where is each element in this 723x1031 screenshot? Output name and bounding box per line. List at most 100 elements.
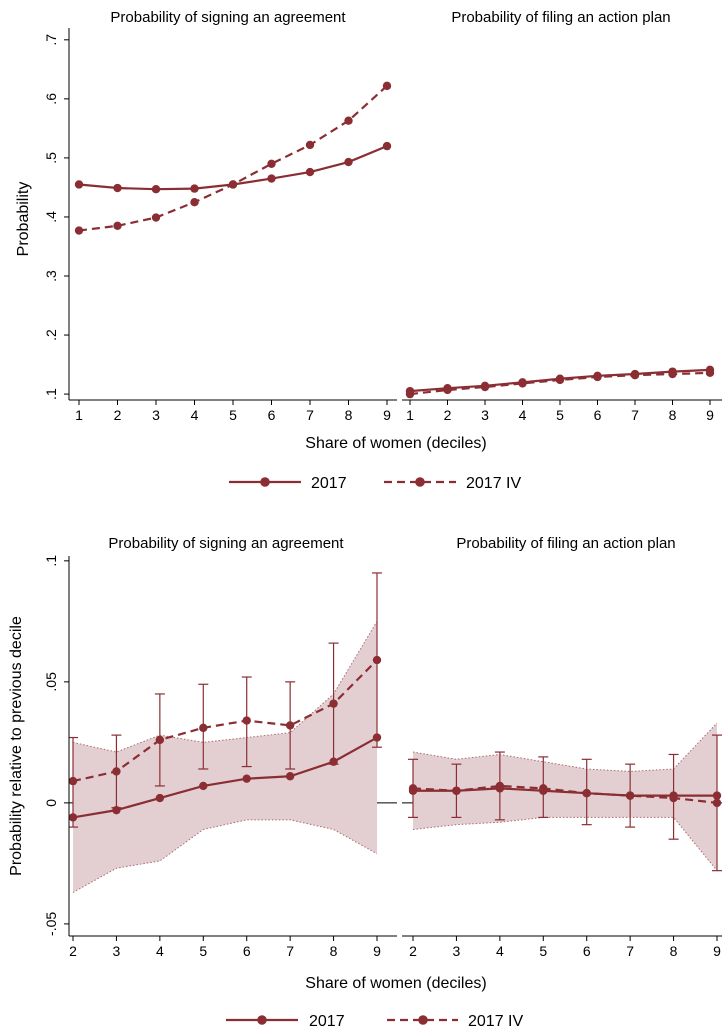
point-2017 (712, 791, 722, 800)
x-tick-label: 3 (152, 407, 160, 423)
panel-title: Probability of filing an action plan (451, 9, 670, 26)
x-tick-label: 8 (345, 407, 353, 423)
x-axis-label: Share of women (deciles) (305, 975, 486, 992)
point-2017-iv (228, 180, 238, 189)
point-2017-iv (329, 699, 338, 708)
legend-label: 2017 IV (468, 1013, 523, 1030)
top-figure: Probability of signing an agreement 1 2 3 4… (15, 9, 722, 492)
point-2017-iv (480, 382, 490, 392)
legend-item-2017-iv: 2017 IV (387, 1013, 523, 1030)
point-2017-iv (113, 221, 122, 231)
point-2017-iv (405, 389, 415, 399)
point-2017-iv (242, 716, 251, 725)
point-2017 (190, 184, 199, 193)
x-tick-label: 6 (583, 943, 591, 959)
point-2017 (305, 167, 315, 177)
panel-title: Probability of filing an action plan (456, 535, 675, 552)
y-tick-label: .2 (43, 329, 59, 341)
y-axis-label: Probability (15, 182, 32, 257)
x-tick-label: 7 (631, 407, 639, 423)
x-tick-label: 6 (268, 407, 276, 423)
point-2017-iv (155, 735, 165, 745)
x-tick-label: 1 (406, 407, 414, 423)
y-tick-label: .4 (43, 211, 59, 223)
x-axis-label: Share of women (deciles) (305, 435, 486, 452)
x-tick-label: 2 (114, 407, 122, 423)
y-tick-label: .7 (43, 34, 59, 46)
x-tick-label: 7 (286, 943, 294, 959)
panel-top-right: Probability of filing an action plan 1 2 3… (402, 9, 722, 423)
x-tick-label: 3 (453, 943, 461, 959)
point-2017-iv (539, 784, 548, 793)
legend-label: 2017 IV (466, 475, 521, 492)
ci-band-2017 (73, 621, 377, 893)
series-line-2017 (72, 736, 378, 819)
point-2017-iv (112, 767, 121, 776)
point-2017-iv (582, 788, 591, 798)
point-2017 (155, 793, 165, 803)
point-2017-iv (74, 226, 84, 235)
y-tick-label: .6 (43, 93, 59, 105)
point-2017-iv (68, 776, 78, 786)
panel-title: Probability of signing an agreement (110, 9, 346, 26)
x-tick-label: 9 (373, 943, 381, 959)
x-tick-label: 5 (556, 407, 564, 423)
x-tick-label: 2 (444, 407, 452, 423)
point-2017-iv (408, 784, 418, 793)
point-2017-iv (372, 655, 382, 665)
y-tick-label: 0 (43, 799, 59, 807)
point-2017-iv (518, 379, 527, 388)
legend-marker (418, 1015, 428, 1025)
point-2017 (68, 813, 78, 822)
y-tick-label: .5 (43, 152, 59, 164)
point-2017 (112, 805, 121, 815)
x-tick-label: 4 (191, 407, 199, 423)
legend-marker (415, 477, 425, 487)
point-2017-iv (190, 197, 199, 207)
y-tick-label: .1 (43, 388, 59, 400)
point-2017 (382, 141, 392, 151)
panel-bottom-right: Probability of filing an action plan 2 3 4… (402, 535, 722, 959)
y-tick-label: .3 (43, 270, 59, 282)
point-2017-iv (630, 371, 640, 380)
x-tick-label: 6 (243, 943, 251, 959)
series-line-2017 (413, 787, 717, 797)
y-tick-label: -.05 (43, 912, 59, 936)
point-2017-iv (199, 723, 208, 733)
point-2017-iv (344, 116, 353, 125)
legend: 2017 2017 IV (229, 475, 521, 492)
x-tick-label: 2 (69, 943, 77, 959)
bottom-figure: Probability of signing an agreement 2 3 4 5… (8, 535, 722, 1030)
x-tick-label: 3 (481, 407, 489, 423)
point-2017 (372, 733, 382, 742)
point-2017 (285, 772, 295, 781)
point-2017-iv (668, 369, 677, 379)
point-2017-iv (705, 368, 715, 378)
ci-band-lower-edge (72, 819, 378, 893)
point-2017-iv (305, 140, 315, 150)
x-tick-label: 8 (670, 943, 678, 959)
point-2017 (329, 757, 338, 766)
x-tick-label: 9 (383, 407, 391, 423)
point-2017-iv (382, 81, 392, 91)
x-tick-label: 7 (626, 943, 634, 959)
ci-band-2017 (413, 723, 717, 871)
point-2017-iv (267, 159, 276, 169)
x-tick-label: 4 (156, 943, 164, 959)
legend-label: 2017 (311, 475, 347, 492)
panel-top-left: Probability of signing an agreement 1 2 3 4… (43, 9, 397, 423)
point-2017 (151, 185, 161, 194)
point-2017-iv (443, 385, 452, 395)
point-2017-iv (625, 791, 635, 800)
x-tick-label: 4 (519, 407, 527, 423)
point-2017 (267, 174, 276, 183)
x-tick-label: 9 (706, 407, 714, 423)
y-tick-label: .1 (43, 555, 59, 567)
point-2017-iv (452, 786, 461, 795)
series-line-2017-iv (72, 659, 378, 783)
x-tick-label: 5 (199, 943, 207, 959)
point-2017 (199, 781, 208, 791)
point-2017-iv (495, 781, 505, 791)
x-tick-label: 6 (594, 407, 602, 423)
legend-marker (260, 477, 270, 487)
